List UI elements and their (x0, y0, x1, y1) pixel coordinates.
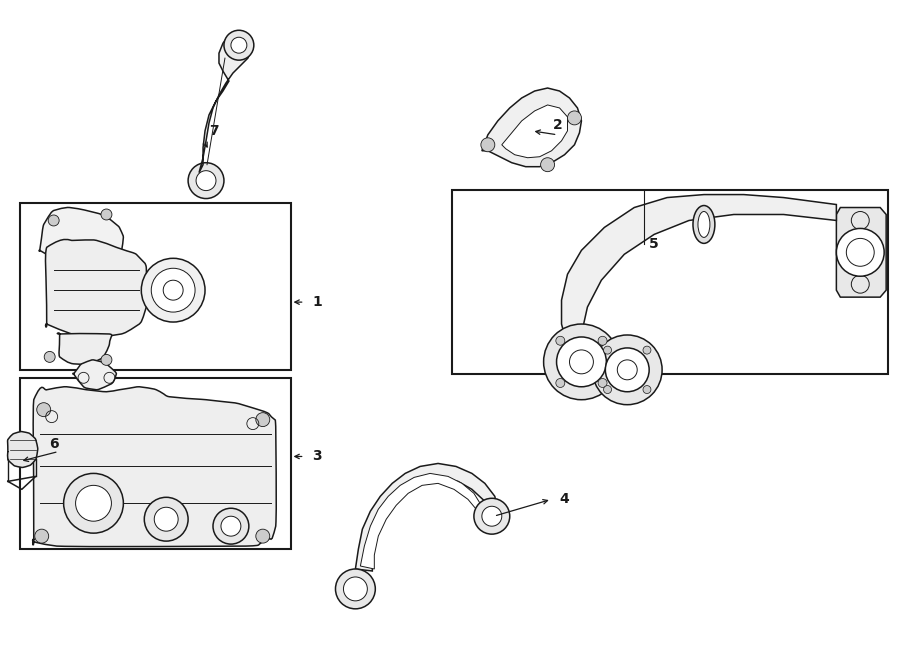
Text: 4: 4 (560, 493, 570, 506)
Circle shape (541, 158, 554, 171)
PathPatch shape (32, 387, 276, 547)
Circle shape (196, 171, 216, 191)
Circle shape (482, 506, 502, 526)
Circle shape (64, 473, 123, 533)
Circle shape (101, 209, 112, 220)
Circle shape (598, 336, 608, 345)
Circle shape (336, 569, 375, 609)
PathPatch shape (7, 432, 38, 467)
Circle shape (37, 402, 50, 416)
Bar (20, 378, 291, 549)
Text: 2: 2 (553, 118, 562, 132)
PathPatch shape (39, 207, 123, 267)
Circle shape (544, 324, 619, 400)
Text: 3: 3 (312, 449, 322, 463)
Circle shape (598, 379, 608, 387)
PathPatch shape (58, 333, 112, 364)
Polygon shape (836, 207, 886, 297)
Circle shape (643, 385, 651, 393)
Circle shape (101, 354, 112, 365)
Text: 6: 6 (49, 436, 58, 451)
Ellipse shape (698, 211, 710, 238)
Circle shape (256, 412, 270, 426)
Circle shape (604, 385, 611, 393)
Circle shape (556, 337, 607, 387)
Circle shape (474, 498, 509, 534)
Polygon shape (360, 473, 486, 569)
Circle shape (556, 379, 565, 387)
Polygon shape (482, 88, 581, 167)
Text: 5: 5 (649, 238, 659, 252)
Circle shape (556, 336, 565, 345)
Circle shape (76, 485, 112, 521)
Circle shape (481, 138, 495, 152)
Circle shape (592, 335, 662, 404)
Ellipse shape (693, 205, 715, 244)
Circle shape (606, 348, 649, 392)
Circle shape (49, 215, 59, 226)
PathPatch shape (46, 240, 147, 337)
Circle shape (213, 508, 248, 544)
Circle shape (221, 516, 241, 536)
Polygon shape (502, 105, 568, 158)
Circle shape (643, 346, 651, 354)
Circle shape (256, 529, 270, 543)
Circle shape (231, 37, 247, 53)
Text: 1: 1 (312, 295, 322, 309)
Circle shape (151, 268, 195, 312)
Circle shape (44, 352, 55, 362)
Circle shape (144, 497, 188, 541)
Circle shape (224, 30, 254, 60)
Text: 7: 7 (209, 124, 219, 138)
Circle shape (35, 529, 49, 543)
Circle shape (568, 111, 581, 125)
Circle shape (604, 346, 611, 354)
Circle shape (344, 577, 367, 601)
Polygon shape (199, 33, 251, 173)
Polygon shape (356, 463, 498, 571)
Bar (452, 189, 888, 374)
Circle shape (188, 163, 224, 199)
Circle shape (836, 228, 884, 276)
Circle shape (154, 507, 178, 531)
Polygon shape (562, 195, 836, 374)
PathPatch shape (73, 360, 116, 390)
Bar (20, 203, 291, 370)
Circle shape (141, 258, 205, 322)
